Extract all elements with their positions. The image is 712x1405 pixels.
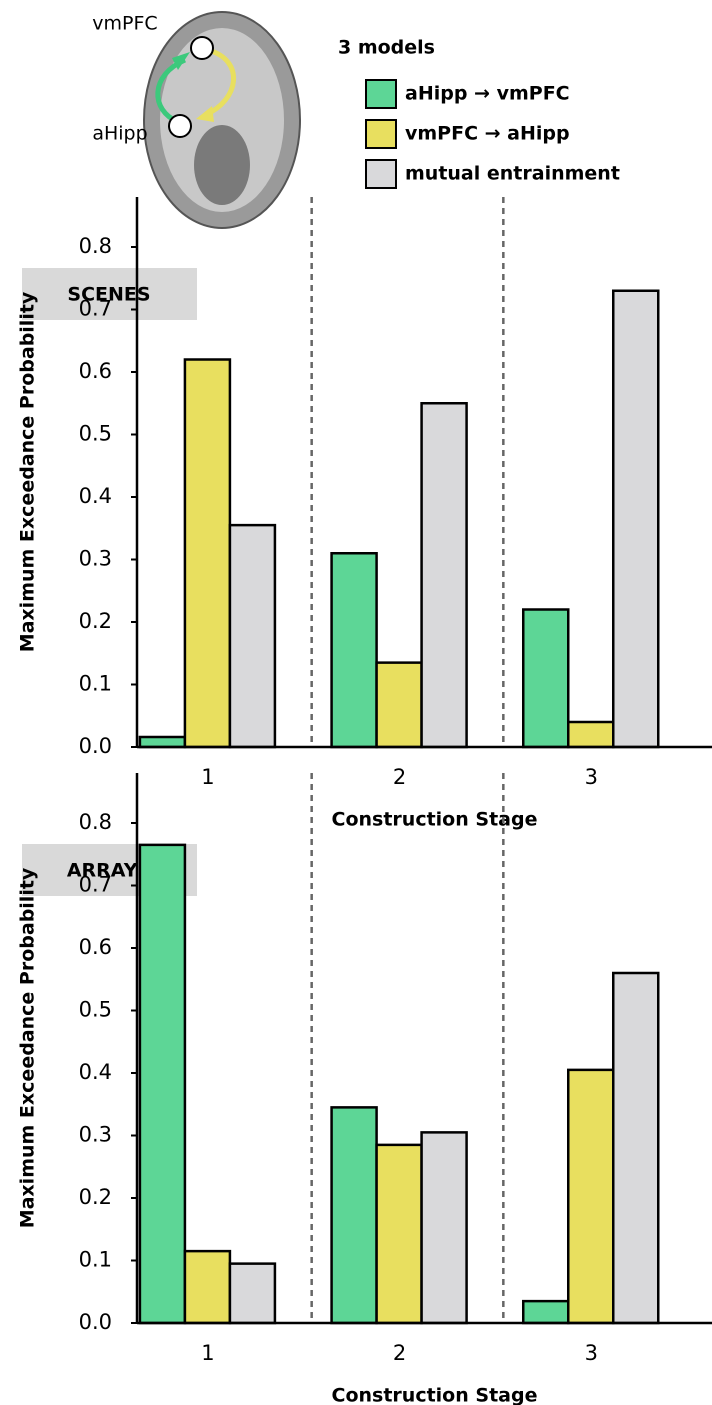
y-tick-label: 0.0 — [79, 1310, 112, 1334]
bar — [138, 843, 187, 1325]
diagram-label: aHipp — [92, 123, 147, 145]
bar — [420, 402, 468, 749]
brain-diagram: vmPFC aHipp — [92, 11, 301, 229]
legend-label: mutual entrainment — [405, 163, 620, 185]
y-tick-label: 0.4 — [79, 1060, 112, 1084]
legend-swatch — [365, 79, 397, 109]
diagram-label: vmPFC — [92, 13, 157, 35]
y-tick-label: 0.7 — [79, 873, 112, 897]
arrow-green — [155, 57, 187, 125]
bar — [330, 1106, 378, 1325]
y-tick-label: 0.6 — [79, 359, 112, 383]
arrow-yellow — [203, 47, 237, 118]
bar-chart: SCENES Maximum Exceedance Probability Cons… — [17, 197, 712, 831]
y-tick-label: 0.3 — [79, 547, 112, 571]
y-tick-label: 0.5 — [79, 998, 112, 1022]
arrowhead-yellow — [196, 106, 214, 122]
x-tick-label: 2 — [393, 1341, 406, 1365]
y-tick-label: 0.3 — [79, 1123, 112, 1147]
bar — [228, 523, 277, 749]
y-axis-label: Maximum Exceedance Probability — [17, 291, 39, 652]
y-tick-label: 0.1 — [79, 1248, 112, 1272]
x-tick-label: 3 — [585, 1341, 598, 1365]
bar — [420, 1131, 468, 1325]
y-tick-label: 0.2 — [79, 609, 112, 633]
x-tick-label: 3 — [585, 765, 598, 789]
y-tick-label: 0.4 — [79, 484, 112, 508]
x-axis-label: Construction Stage — [332, 809, 538, 831]
x-tick-label: 2 — [393, 765, 406, 789]
y-tick-label: 0.7 — [79, 297, 112, 321]
bar — [522, 608, 570, 749]
y-tick-label: 0.6 — [79, 935, 112, 959]
brain-inner — [160, 28, 284, 212]
x-axis-label: Construction Stage — [332, 1385, 538, 1405]
arrowhead-green — [172, 52, 190, 70]
x-tick-label: 1 — [201, 765, 214, 789]
brainstem — [194, 125, 250, 205]
bar-chart: ARRAYS Maximum Exceedance Probability Cons… — [17, 773, 712, 1405]
bar — [612, 289, 660, 749]
legend-swatch — [365, 119, 397, 149]
charts: SCENES Maximum Exceedance Probability Cons… — [17, 197, 712, 1405]
bar — [330, 552, 378, 749]
x-tick-label: 1 — [201, 1341, 214, 1365]
legend-label: vmPFC → aHipp — [405, 123, 570, 145]
chart-title: ARRAYS — [67, 860, 151, 882]
y-axis-label: Maximum Exceedance Probability — [17, 867, 39, 1228]
title-box — [22, 268, 197, 320]
bar — [375, 661, 423, 749]
bar — [522, 1299, 570, 1325]
bar — [612, 971, 660, 1325]
bar — [183, 1249, 232, 1325]
bar — [138, 735, 187, 749]
bar — [183, 358, 232, 749]
bar — [228, 1262, 277, 1325]
bar — [567, 1068, 615, 1325]
node-ahipp — [168, 114, 192, 138]
y-tick-label: 0.2 — [79, 1185, 112, 1209]
chart-title: SCENES — [67, 284, 150, 306]
y-tick-label: 0.8 — [79, 234, 112, 258]
y-tick-label: 0.8 — [79, 810, 112, 834]
legend: aHipp → vmPFC vmPFC → aHipp mutual entrain… — [365, 79, 620, 189]
bar — [375, 1143, 423, 1325]
legend-swatch — [365, 159, 397, 189]
y-tick-label: 0.0 — [79, 734, 112, 758]
legend-label: aHipp → vmPFC — [405, 83, 570, 105]
node-vmpfc — [190, 36, 214, 60]
y-tick-label: 0.5 — [79, 422, 112, 446]
bar — [567, 720, 615, 749]
y-tick-label: 0.1 — [79, 672, 112, 696]
legend-title: 3 models — [338, 37, 435, 59]
